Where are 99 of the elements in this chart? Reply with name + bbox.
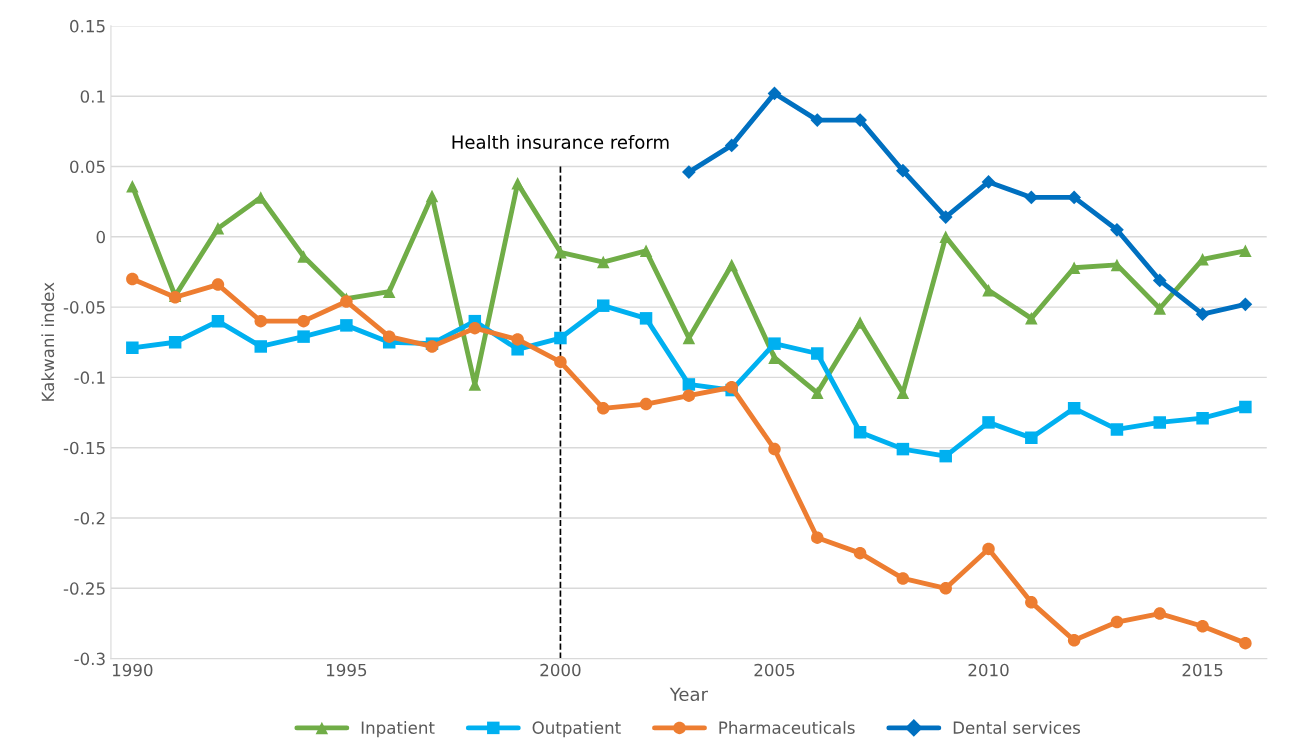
point bbox=[1025, 596, 1038, 609]
x-tick-label: 2015 bbox=[1182, 663, 1223, 677]
point bbox=[853, 425, 867, 439]
x-tick-label: 1990 bbox=[112, 663, 153, 677]
point bbox=[767, 86, 782, 101]
point bbox=[1196, 411, 1209, 425]
point bbox=[939, 449, 952, 463]
point bbox=[1024, 190, 1039, 205]
point bbox=[939, 582, 952, 595]
point bbox=[126, 179, 139, 193]
point bbox=[1025, 312, 1038, 325]
y-tick-label: -0.05 bbox=[63, 301, 105, 314]
x-axis-title: Year bbox=[669, 687, 708, 702]
y-tick-label: -0.1 bbox=[74, 371, 105, 384]
point bbox=[554, 355, 567, 369]
point bbox=[725, 258, 738, 272]
point bbox=[853, 546, 867, 560]
y-tick-label: -0.3 bbox=[74, 652, 105, 666]
point bbox=[1238, 297, 1253, 312]
point bbox=[1153, 416, 1167, 429]
point bbox=[1239, 244, 1252, 258]
y-axis-title: Kakwani index bbox=[41, 282, 55, 401]
point bbox=[254, 314, 268, 328]
point bbox=[639, 244, 653, 258]
y-tick-label: 0 bbox=[96, 230, 105, 244]
point bbox=[811, 347, 824, 360]
point bbox=[297, 314, 310, 328]
y-tick-label: 0.1 bbox=[80, 90, 105, 103]
y-tick-label: 0.15 bbox=[70, 19, 105, 33]
point bbox=[211, 278, 225, 291]
legend-label: Outpatient bbox=[532, 721, 621, 738]
x-tick-label: 1995 bbox=[327, 663, 367, 677]
x-tick-label: 2010 bbox=[968, 663, 1009, 677]
point bbox=[511, 177, 524, 190]
point bbox=[211, 314, 225, 328]
point bbox=[297, 330, 310, 343]
point bbox=[554, 246, 567, 259]
point bbox=[382, 330, 396, 343]
point bbox=[596, 299, 610, 312]
point bbox=[853, 113, 867, 127]
point bbox=[596, 255, 610, 269]
point bbox=[682, 378, 696, 391]
point bbox=[126, 341, 139, 355]
point bbox=[596, 402, 610, 415]
point bbox=[254, 191, 268, 204]
point bbox=[682, 389, 696, 402]
point bbox=[382, 285, 396, 298]
point bbox=[1025, 431, 1038, 445]
point bbox=[982, 542, 995, 556]
point bbox=[896, 163, 910, 178]
point bbox=[554, 331, 567, 345]
y-tick-label: -0.25 bbox=[63, 582, 105, 595]
point bbox=[211, 222, 225, 235]
point bbox=[1110, 615, 1124, 629]
point bbox=[1067, 402, 1081, 415]
legend-label: Pharmaceuticals bbox=[719, 721, 855, 734]
point bbox=[981, 175, 996, 189]
point bbox=[468, 321, 482, 335]
point bbox=[1153, 302, 1167, 315]
point bbox=[896, 572, 910, 585]
point bbox=[982, 416, 995, 429]
point bbox=[811, 386, 824, 400]
point bbox=[939, 230, 952, 244]
y-tick-label: -0.2 bbox=[74, 511, 105, 525]
point bbox=[1153, 607, 1167, 620]
point bbox=[982, 283, 995, 297]
x-tick-label: 2000 bbox=[540, 663, 581, 677]
point bbox=[896, 442, 910, 456]
point bbox=[639, 312, 653, 325]
point bbox=[1110, 423, 1124, 436]
x-tick-label: 2005 bbox=[754, 663, 795, 677]
point bbox=[168, 336, 182, 349]
point bbox=[853, 316, 867, 329]
point bbox=[1196, 620, 1209, 633]
point bbox=[768, 442, 781, 456]
point bbox=[425, 189, 439, 203]
legend-label: Inpatient bbox=[361, 721, 435, 738]
legend-label: Dental services bbox=[953, 721, 1081, 734]
point bbox=[1067, 634, 1081, 647]
point bbox=[511, 333, 524, 346]
point bbox=[682, 331, 696, 345]
point bbox=[1239, 400, 1252, 414]
y-tick-label: -0.15 bbox=[63, 441, 105, 455]
y-tick-label: 0.05 bbox=[70, 160, 105, 174]
point bbox=[681, 165, 696, 179]
point bbox=[1195, 307, 1210, 322]
point bbox=[126, 272, 139, 286]
point bbox=[938, 210, 953, 224]
point bbox=[811, 531, 824, 544]
point bbox=[768, 337, 781, 350]
point bbox=[254, 340, 268, 353]
point bbox=[1067, 190, 1082, 205]
point bbox=[1239, 636, 1252, 650]
point bbox=[1152, 273, 1167, 288]
point bbox=[724, 138, 739, 153]
point bbox=[1110, 222, 1124, 237]
point bbox=[639, 397, 653, 411]
ref-line-label: Health insurance reform bbox=[452, 134, 669, 149]
point bbox=[340, 319, 353, 332]
